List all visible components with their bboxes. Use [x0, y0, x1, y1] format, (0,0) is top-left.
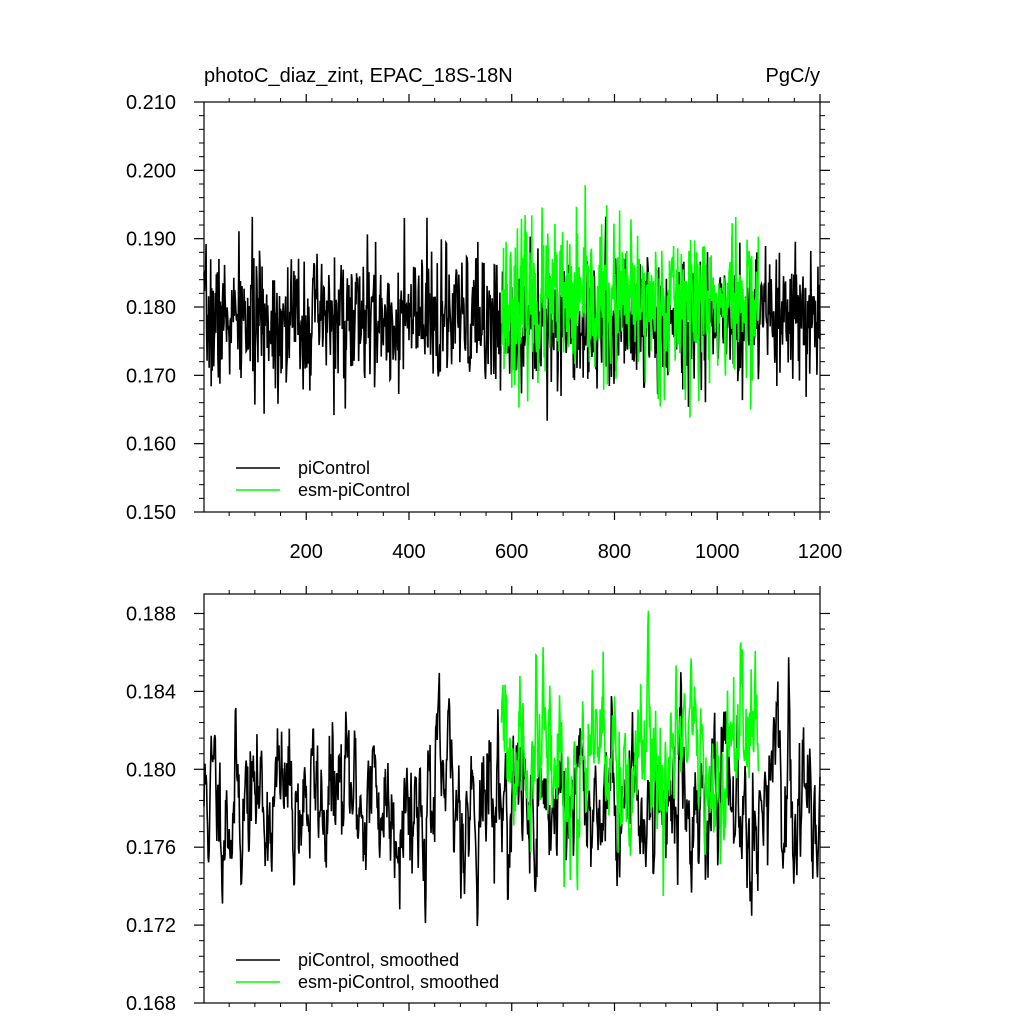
y-tick-label: 0.210	[126, 92, 176, 114]
series-line-esm-picontrol-smoothed	[500, 610, 760, 896]
y-tick-label: 0.180	[126, 759, 176, 781]
legend-label: esm-piControl, smoothed	[298, 972, 499, 992]
x-tick-label: 1200	[798, 541, 843, 563]
y-tick-label: 0.176	[126, 837, 176, 859]
y-tick-label: 0.168	[126, 993, 176, 1015]
bottom-panel: 0.168 0.172 0.176 0.180 0.184 0.188 piControl…	[126, 586, 830, 1015]
y-tick-label: 0.172	[126, 915, 176, 937]
y-tick-label: 0.180	[126, 297, 176, 319]
top-panel-title: photoC_diaz_zint, EPAC_18S-18N	[204, 65, 513, 87]
bottom-panel-series	[203, 610, 821, 927]
y-tick-label: 0.188	[126, 603, 176, 625]
x-tick-label: 600	[495, 541, 528, 563]
y-tick-label: 0.200	[126, 160, 176, 182]
legend-label: piControl	[298, 458, 370, 478]
top-panel-series	[203, 185, 821, 421]
y-tick-label: 0.190	[126, 229, 176, 251]
legend-label: piControl, smoothed	[298, 950, 459, 970]
x-tick-label: 800	[598, 541, 631, 563]
series-line-esm-picontrol	[500, 185, 760, 418]
top-panel-units: PgC/y	[766, 65, 820, 87]
top-panel-axes: 0.150 0.160 0.170 0.180 0.190 0.200 0.210 200 40…	[126, 92, 842, 563]
y-tick-label: 0.160	[126, 434, 176, 456]
x-tick-label: 200	[290, 541, 323, 563]
bottom-panel-axes: 0.168 0.172 0.176 0.180 0.184 0.188	[126, 586, 830, 1015]
y-tick-label: 0.170	[126, 365, 176, 387]
legend-label: esm-piControl	[298, 480, 410, 500]
series-line-picontrol-smoothed	[203, 657, 821, 927]
x-tick-label: 1000	[695, 541, 740, 563]
y-tick-label: 0.150	[126, 502, 176, 524]
y-tick-label: 0.184	[126, 681, 176, 703]
top-panel: photoC_diaz_zint, EPAC_18S-18N PgC/y 0.1…	[126, 65, 842, 563]
x-tick-label: 400	[392, 541, 425, 563]
